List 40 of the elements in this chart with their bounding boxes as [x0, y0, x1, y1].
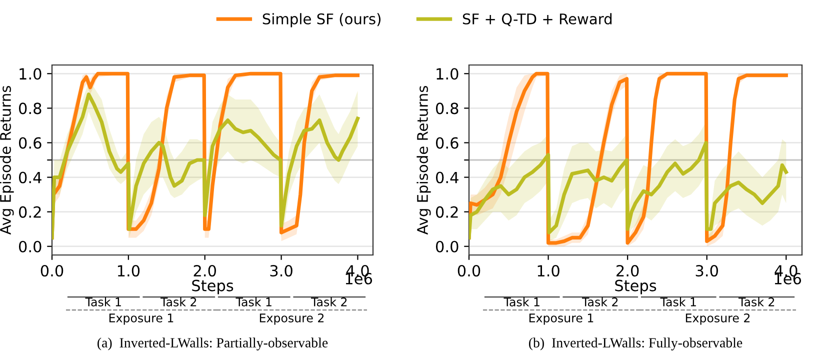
y-tick-label: 0.0 [436, 240, 458, 252]
y-axis-title: Avg Episode Returns [0, 86, 14, 235]
text: Task 1 [504, 297, 540, 306]
y-tick-label: 0.8 [18, 102, 42, 114]
text: Exposure 2 [686, 313, 750, 325]
x-tick-label: 2.0 [616, 264, 639, 277]
y-tick-label: 0.2 [436, 206, 458, 218]
text: Exposure 2 [260, 313, 324, 325]
text: Task 2 [160, 297, 196, 306]
x-tick-label: 1.0 [118, 264, 140, 277]
x-tick-label: 0.0 [458, 264, 480, 277]
y-tick-label: 0.6 [18, 137, 42, 149]
text: Task 1 [85, 297, 121, 306]
y-tick-label: 0.4 [18, 172, 42, 184]
y-tick-label: 0.8 [436, 102, 458, 114]
y-tick-label: 0.6 [436, 137, 458, 149]
legend-label: SF + Q-TD + Reward [462, 13, 612, 26]
x-tick-label: 1.0 [538, 264, 560, 277]
text: Task 2 [738, 297, 774, 306]
x-axis-title: Steps [192, 280, 234, 294]
legend-label: Simple SF (ours) [262, 13, 380, 28]
x-axis-title: Steps [615, 280, 656, 294]
text: Task 2 [582, 297, 618, 306]
y-tick-label: 1.0 [436, 68, 458, 80]
y-tick-label: 0.0 [18, 240, 42, 252]
text: Task 1 [660, 297, 696, 306]
x-tick-label: 0.0 [40, 264, 64, 277]
x-tick-label: 2.0 [194, 264, 216, 277]
y-axis-title: Avg Episode Returns [416, 86, 431, 235]
text: (a) Inverted-LWalls: Partially-observable [98, 338, 328, 350]
text: Exposure 1 [109, 314, 174, 325]
y-tick-label: 0.4 [436, 172, 458, 184]
y-tick-label: 0.2 [18, 206, 41, 218]
y-tick-label: 1.0 [20, 68, 42, 80]
text: (b) Inverted-LWalls: Fully-observable [528, 338, 742, 350]
text: Exposure 1 [529, 314, 594, 325]
x-tick-label: 3.0 [696, 264, 718, 277]
text: Task 2 [310, 297, 347, 306]
x-tick-label: 3.0 [270, 264, 292, 277]
text: Task 1 [236, 297, 272, 306]
